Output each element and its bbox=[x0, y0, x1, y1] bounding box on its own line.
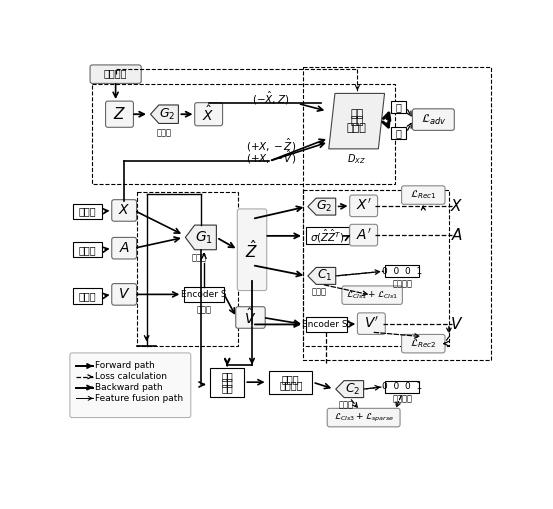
Bar bbox=[385, 381, 419, 393]
FancyBboxPatch shape bbox=[401, 334, 445, 353]
Text: 协同: 协同 bbox=[350, 116, 363, 126]
Bar bbox=[73, 204, 102, 219]
Text: Encoder S': Encoder S' bbox=[302, 320, 351, 329]
Text: $(-\hat{X},Z)$: $(-\hat{X},Z)$ bbox=[252, 90, 289, 107]
Text: 成对: 成对 bbox=[350, 109, 363, 119]
Text: 模态二: 模态二 bbox=[79, 245, 97, 254]
Text: $Z$: $Z$ bbox=[113, 106, 126, 122]
Text: $\mathcal{L}_{Rec1}$: $\mathcal{L}_{Rec1}$ bbox=[410, 189, 437, 202]
FancyBboxPatch shape bbox=[112, 200, 137, 221]
Text: Loss calculation: Loss calculation bbox=[96, 372, 168, 381]
Text: 生成器: 生成器 bbox=[192, 253, 207, 263]
Text: 先验分布: 先验分布 bbox=[104, 70, 127, 79]
FancyBboxPatch shape bbox=[112, 237, 137, 259]
Text: $X$: $X$ bbox=[450, 198, 463, 214]
Text: $A$: $A$ bbox=[118, 241, 130, 255]
Bar bbox=[391, 127, 406, 139]
Text: 真: 真 bbox=[395, 102, 401, 112]
Text: 模态一: 模态一 bbox=[79, 206, 97, 216]
Bar bbox=[305, 317, 347, 332]
FancyBboxPatch shape bbox=[106, 101, 133, 127]
FancyBboxPatch shape bbox=[413, 109, 455, 130]
FancyBboxPatch shape bbox=[401, 186, 445, 204]
Text: $V$: $V$ bbox=[118, 288, 131, 301]
Polygon shape bbox=[185, 225, 216, 250]
Text: 真实标签: 真实标签 bbox=[393, 279, 413, 288]
FancyBboxPatch shape bbox=[342, 286, 403, 304]
Text: $\mathcal{L}_{Rec2}$: $\mathcal{L}_{Rec2}$ bbox=[410, 337, 437, 350]
Text: 判别器: 判别器 bbox=[347, 123, 367, 133]
Text: $G_1$: $G_1$ bbox=[195, 229, 213, 246]
FancyBboxPatch shape bbox=[349, 224, 378, 246]
Text: Backward path: Backward path bbox=[96, 383, 163, 392]
Text: $A$: $A$ bbox=[451, 227, 463, 243]
Text: 超图: 超图 bbox=[221, 371, 233, 381]
Text: $\mathcal{L}_{Cls3}+\mathcal{L}_{sparse}$: $\mathcal{L}_{Cls3}+\mathcal{L}_{sparse}… bbox=[333, 412, 394, 423]
Text: 0  0  0  1: 0 0 0 1 bbox=[382, 267, 422, 276]
Bar bbox=[391, 101, 406, 114]
Text: Forward path: Forward path bbox=[96, 361, 155, 371]
Bar bbox=[210, 367, 244, 397]
FancyBboxPatch shape bbox=[327, 408, 400, 427]
FancyBboxPatch shape bbox=[236, 307, 265, 328]
Text: Feature fusion path: Feature fusion path bbox=[96, 394, 184, 403]
Text: Encoder S: Encoder S bbox=[181, 290, 227, 299]
Polygon shape bbox=[336, 381, 364, 398]
Text: $\mathcal{L}_{adv}$: $\mathcal{L}_{adv}$ bbox=[421, 112, 446, 127]
Bar bbox=[92, 84, 395, 184]
Text: $\hat{V}$: $\hat{V}$ bbox=[244, 308, 257, 327]
Text: $X'$: $X'$ bbox=[356, 198, 372, 213]
Text: $\hat{X}$: $\hat{X}$ bbox=[202, 104, 215, 124]
Bar bbox=[305, 228, 349, 244]
Text: 模态三: 模态三 bbox=[79, 291, 97, 301]
Bar bbox=[385, 265, 419, 277]
Polygon shape bbox=[308, 267, 336, 285]
Text: $G_2$: $G_2$ bbox=[159, 107, 175, 122]
FancyBboxPatch shape bbox=[349, 195, 378, 217]
Text: $V'$: $V'$ bbox=[364, 316, 379, 331]
Text: $V$: $V$ bbox=[450, 316, 463, 332]
Polygon shape bbox=[150, 105, 179, 124]
Text: $\hat{Z}$: $\hat{Z}$ bbox=[246, 239, 259, 261]
Text: 假: 假 bbox=[395, 128, 401, 138]
Text: $C_2$: $C_2$ bbox=[345, 382, 360, 397]
Text: $X$: $X$ bbox=[118, 204, 131, 217]
FancyBboxPatch shape bbox=[90, 65, 141, 83]
Text: $\mathcal{L}_{Cls1}+\mathcal{L}_{Cls1}$: $\mathcal{L}_{Cls1}+\mathcal{L}_{Cls1}$ bbox=[346, 290, 398, 301]
FancyBboxPatch shape bbox=[195, 103, 222, 126]
Polygon shape bbox=[308, 198, 336, 215]
Bar bbox=[184, 287, 224, 302]
Text: $G_2$: $G_2$ bbox=[316, 199, 333, 214]
Text: 真实标签: 真实标签 bbox=[393, 394, 413, 404]
Bar bbox=[137, 192, 238, 346]
Text: 感知: 感知 bbox=[221, 377, 233, 387]
Text: 融合: 融合 bbox=[221, 383, 233, 393]
Text: 加密器: 加密器 bbox=[196, 305, 211, 314]
Text: $D_{XZ}$: $D_{XZ}$ bbox=[347, 152, 366, 166]
Bar bbox=[73, 288, 102, 304]
Text: $(+X,-\hat{Z})$: $(+X,-\hat{Z})$ bbox=[246, 137, 296, 154]
FancyBboxPatch shape bbox=[112, 284, 137, 305]
FancyBboxPatch shape bbox=[237, 209, 267, 291]
FancyBboxPatch shape bbox=[70, 353, 191, 417]
FancyBboxPatch shape bbox=[357, 313, 385, 334]
Text: 生成器: 生成器 bbox=[157, 128, 172, 137]
Text: 分类器: 分类器 bbox=[311, 288, 326, 296]
Text: 分类器: 分类器 bbox=[339, 400, 354, 409]
Text: $C_1$: $C_1$ bbox=[317, 268, 332, 284]
Text: $(+X,-\hat{V})$: $(+X,-\hat{V})$ bbox=[246, 149, 296, 166]
Text: $\sigma(\hat{Z}\hat{Z}^T)$: $\sigma(\hat{Z}\hat{Z}^T)$ bbox=[310, 227, 345, 244]
Text: $A'$: $A'$ bbox=[356, 228, 372, 243]
Text: 0  0  0  1: 0 0 0 1 bbox=[382, 382, 422, 391]
Bar bbox=[269, 371, 312, 394]
Polygon shape bbox=[328, 94, 384, 149]
Text: 连接矩阵: 连接矩阵 bbox=[279, 380, 302, 390]
Bar bbox=[303, 190, 449, 346]
Bar bbox=[303, 67, 492, 360]
Text: 多模态: 多模态 bbox=[282, 374, 300, 384]
Bar bbox=[73, 242, 102, 258]
